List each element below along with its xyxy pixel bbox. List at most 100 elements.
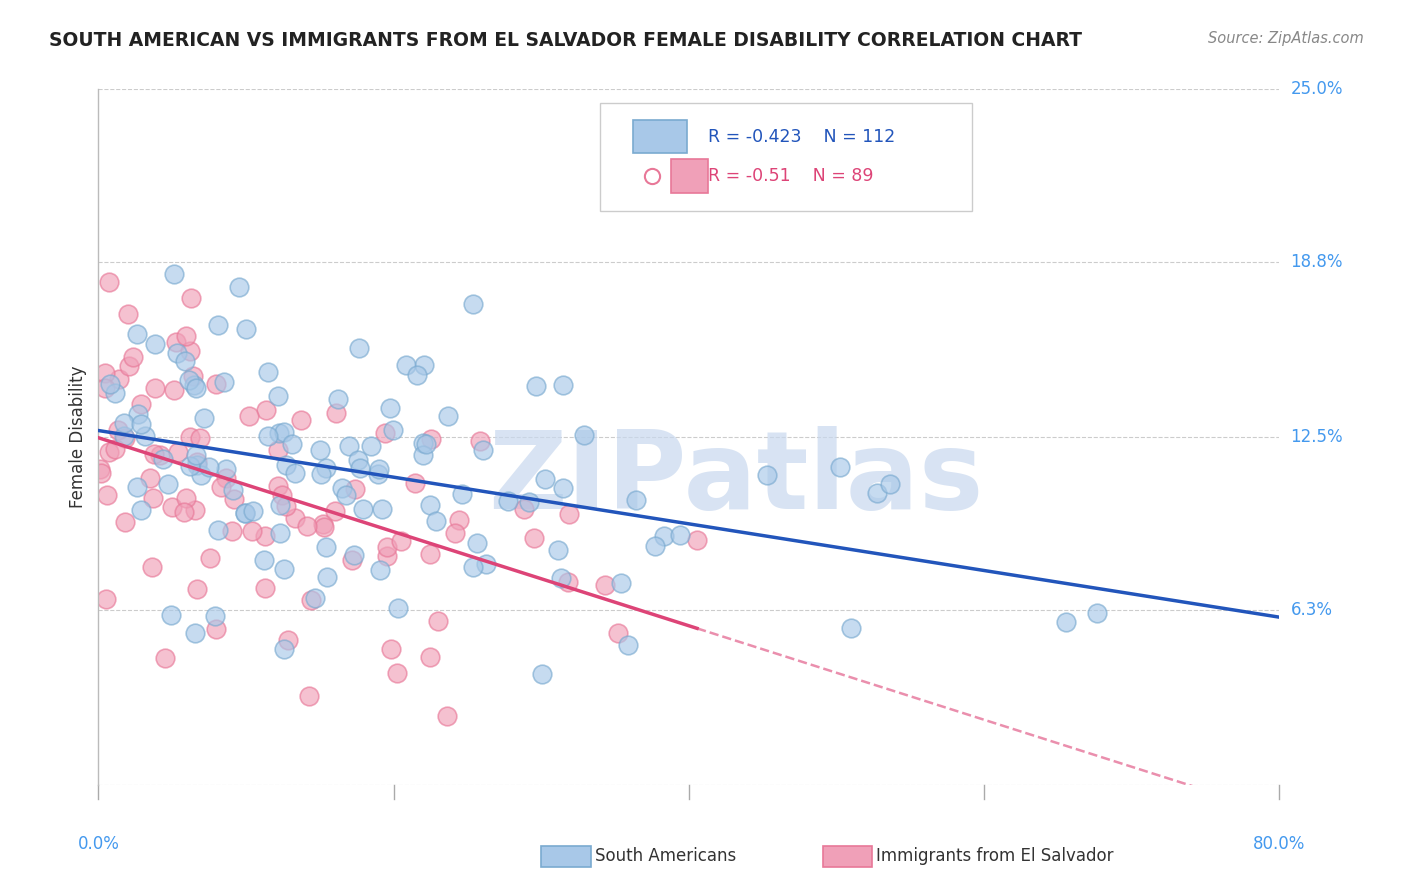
Point	[342, 553, 364, 567]
Point	[129, 417, 152, 431]
Point	[163, 267, 186, 281]
Point	[385, 666, 408, 681]
Point	[112, 429, 135, 443]
Point	[184, 381, 207, 395]
Text: Immigrants from El Salvador: Immigrants from El Salvador	[876, 847, 1114, 865]
Point	[222, 491, 245, 506]
Text: South Americans: South Americans	[595, 847, 735, 865]
Point	[183, 503, 205, 517]
Point	[267, 479, 290, 493]
Point	[419, 498, 441, 512]
Point	[200, 551, 222, 566]
Point	[311, 516, 333, 531]
Point	[142, 491, 165, 506]
Point	[374, 426, 396, 441]
Point	[1085, 606, 1108, 620]
Point	[281, 437, 304, 451]
Point	[387, 600, 409, 615]
Point	[190, 467, 212, 482]
Point	[96, 488, 118, 502]
Point	[221, 524, 243, 539]
Point	[1054, 615, 1077, 629]
Point	[89, 462, 111, 476]
Point	[94, 381, 117, 395]
Point	[179, 429, 201, 443]
Point	[533, 472, 555, 486]
Point	[98, 275, 121, 289]
Point	[156, 476, 179, 491]
Point	[406, 368, 429, 383]
Point	[381, 423, 404, 437]
Point	[523, 531, 546, 545]
Point	[839, 621, 862, 635]
Text: ZIPatlas: ZIPatlas	[488, 425, 984, 532]
Point	[141, 560, 163, 574]
Point	[616, 638, 638, 652]
Point	[420, 432, 443, 446]
Point	[204, 377, 226, 392]
Point	[253, 553, 276, 567]
Point	[298, 689, 321, 703]
Point	[644, 539, 666, 553]
Point	[389, 533, 412, 548]
Point	[828, 459, 851, 474]
Point	[367, 467, 389, 481]
Point	[163, 383, 186, 397]
Point	[186, 458, 208, 472]
Point	[360, 439, 382, 453]
Point	[112, 417, 135, 431]
Point	[143, 337, 166, 351]
Point	[347, 342, 370, 356]
Point	[214, 462, 236, 476]
Point	[107, 423, 129, 437]
Point	[375, 541, 398, 555]
Point	[159, 607, 181, 622]
Point	[179, 373, 201, 387]
Point	[686, 533, 709, 547]
Point	[139, 470, 162, 484]
Point	[624, 492, 647, 507]
Point	[652, 529, 675, 543]
Point	[326, 392, 349, 406]
Point	[451, 487, 474, 501]
Point	[257, 429, 280, 443]
Point	[879, 476, 901, 491]
Point	[273, 562, 295, 576]
Point	[186, 582, 208, 597]
Point	[184, 448, 207, 462]
Point	[299, 593, 322, 607]
Point	[143, 447, 166, 461]
Point	[240, 524, 263, 538]
Point	[330, 481, 353, 495]
Point	[557, 574, 579, 589]
Point	[152, 452, 174, 467]
Point	[160, 500, 183, 515]
Point	[97, 444, 120, 458]
Point	[437, 409, 460, 424]
Point	[183, 377, 205, 392]
Point	[121, 350, 143, 364]
Point	[352, 501, 374, 516]
Point	[188, 431, 211, 445]
Point	[530, 667, 553, 681]
Point	[343, 482, 366, 496]
Point	[519, 495, 541, 509]
Text: R = -0.423    N = 112: R = -0.423 N = 112	[707, 128, 896, 145]
Point	[419, 649, 441, 664]
Point	[96, 592, 118, 607]
Point	[444, 525, 467, 540]
Point	[228, 279, 250, 293]
Text: SOUTH AMERICAN VS IMMIGRANTS FROM EL SALVADOR FEMALE DISABILITY CORRELATION CHAR: SOUTH AMERICAN VS IMMIGRANTS FROM EL SAL…	[49, 31, 1083, 50]
Point	[284, 466, 307, 480]
Point	[108, 372, 131, 386]
Point	[125, 480, 148, 494]
Point	[368, 563, 391, 577]
Point	[104, 442, 127, 456]
Point	[436, 709, 458, 723]
Point	[209, 480, 232, 494]
Point	[222, 483, 245, 497]
Point	[325, 406, 347, 420]
Point	[197, 459, 219, 474]
Point	[547, 543, 569, 558]
Point	[468, 434, 491, 448]
